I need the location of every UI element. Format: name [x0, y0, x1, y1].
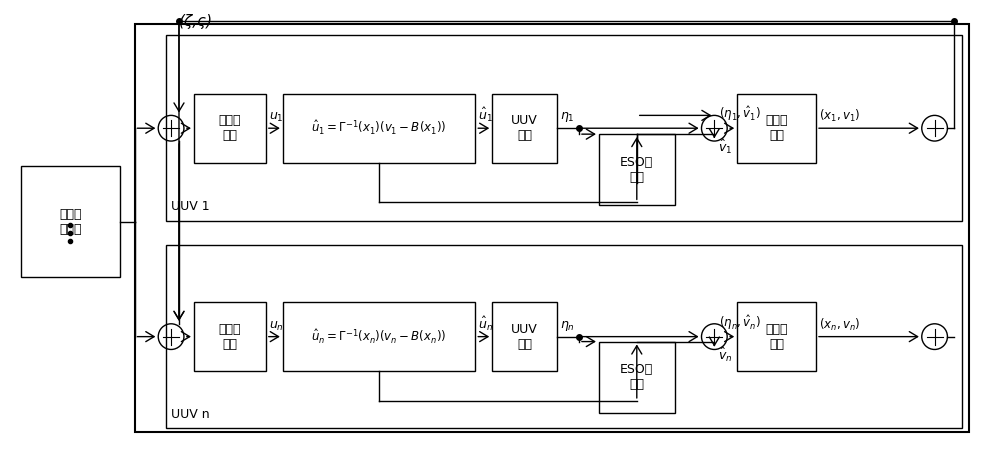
Text: $\hat{u}_1=\Gamma^{-1}(x_1)(v_1-B(x_1))$: $\hat{u}_1=\Gamma^{-1}(x_1)(v_1-B(x_1))$ [311, 119, 447, 137]
Text: $(\eta_n,\hat{v}_n)$: $(\eta_n,\hat{v}_n)$ [719, 313, 761, 332]
Text: 反馈线
性化: 反馈线 性化 [765, 323, 788, 351]
Text: 协调控
制器: 协调控 制器 [219, 323, 241, 351]
Bar [283, 94, 475, 163]
Text: $\hat{v}_n$: $\hat{v}_n$ [718, 346, 733, 364]
Bar [194, 302, 266, 371]
Text: $(\eta_1,\hat{v}_1)$: $(\eta_1,\hat{v}_1)$ [719, 104, 761, 123]
Bar [492, 94, 557, 163]
Bar [166, 35, 962, 221]
Bar [166, 245, 962, 429]
Text: 编队队
形结构: 编队队 形结构 [59, 207, 82, 236]
Text: 反馈线
性化: 反馈线 性化 [765, 114, 788, 142]
Bar [21, 166, 120, 277]
Text: $u_1$: $u_1$ [269, 111, 284, 124]
Bar [135, 24, 969, 433]
Text: UUV n: UUV n [171, 408, 210, 420]
Text: $(x_n,v_n)$: $(x_n,v_n)$ [819, 317, 860, 333]
Text: 协调控
制器: 协调控 制器 [219, 114, 241, 142]
Bar [283, 302, 475, 371]
Text: ESO观
测器: ESO观 测器 [620, 363, 653, 391]
Text: $\hat{u}_n=\Gamma^{-1}(x_n)(v_n-B(x_n))$: $\hat{u}_n=\Gamma^{-1}(x_n)(v_n-B(x_n))$ [311, 328, 447, 346]
Text: (ζ,ς): (ζ,ς) [179, 14, 213, 29]
Bar [492, 302, 557, 371]
Text: $\eta_1$: $\eta_1$ [560, 110, 575, 124]
Text: $u_n$: $u_n$ [269, 319, 284, 333]
Text: $\eta_n$: $\eta_n$ [560, 318, 575, 333]
Bar [599, 134, 675, 205]
Bar [737, 94, 816, 163]
Text: $\hat{u}_n$: $\hat{u}_n$ [478, 314, 493, 333]
Bar [737, 302, 816, 371]
Text: UUV 1: UUV 1 [171, 200, 210, 213]
Text: UUV
模型: UUV 模型 [511, 323, 538, 351]
Text: $(x_1,v_1)$: $(x_1,v_1)$ [819, 108, 860, 124]
Text: ESO观
测器: ESO观 测器 [620, 156, 653, 184]
Text: $\hat{v}_1$: $\hat{v}_1$ [718, 138, 733, 156]
Text: $\hat{u}_1$: $\hat{u}_1$ [478, 106, 493, 124]
Bar [194, 94, 266, 163]
Bar [599, 342, 675, 413]
Text: UUV
模型: UUV 模型 [511, 114, 538, 142]
